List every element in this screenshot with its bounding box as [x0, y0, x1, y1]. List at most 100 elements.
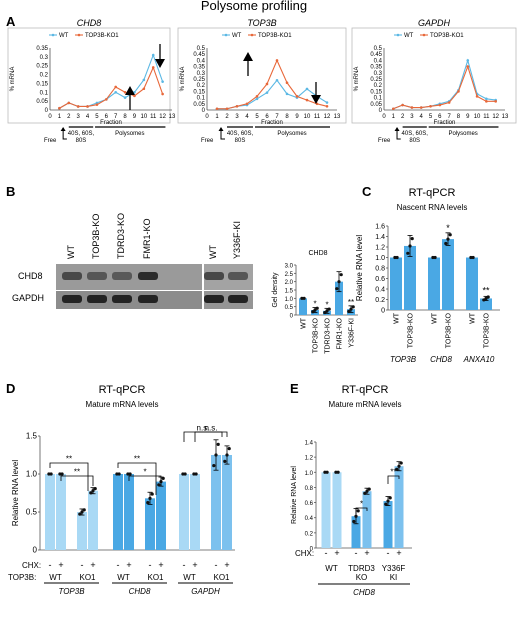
x-tick-label: 8: [457, 114, 461, 120]
lane-label: Y336F-KI: [232, 221, 242, 259]
significance-bracket: [60, 475, 94, 486]
data-point: [142, 87, 146, 91]
replicate-dot: [363, 491, 367, 495]
replicate-dot: [335, 287, 339, 291]
replicate-dot: [115, 472, 119, 476]
x-tick-label: 13: [334, 114, 341, 120]
polysome-label: Polysomes: [277, 131, 306, 137]
replicate-dot: [367, 487, 371, 491]
series-line-ko: [393, 64, 496, 110]
gene-label: CHD8: [430, 355, 452, 364]
gene-label: TOP3B: [390, 355, 417, 364]
panel-c-title: RT-qPCR: [409, 187, 456, 199]
gene-label: ANXA10: [463, 355, 495, 364]
y-tick-label: 1.5: [26, 432, 38, 441]
replicate-dot: [93, 486, 97, 491]
replicate-dot: [194, 472, 198, 476]
y-tick-label: 0.4: [305, 516, 314, 522]
lane-label: TOP3B-KO: [91, 214, 101, 259]
replicate-dot: [150, 492, 154, 496]
western-blot: WT TOP3B-KO TDRD3-KO FMR1-KO WT Y336F-KI CHD8…: [12, 213, 253, 309]
x-tick-label: WT: [470, 312, 477, 324]
lane-label: TDRD3-KO: [116, 213, 126, 259]
group-label-tdrd3: TDRD3: [348, 564, 375, 573]
data-point: [76, 105, 80, 108]
free-label: Free: [201, 138, 214, 144]
blot-row-label-chd8: CHD8: [18, 271, 43, 281]
replicate-dot: [365, 489, 369, 493]
arrow-up-icon: [394, 127, 400, 131]
gene-label: CHD8: [353, 588, 375, 597]
data-point: [86, 105, 89, 108]
arrow-up-icon: [243, 52, 253, 76]
replicate-dot: [347, 309, 351, 314]
x-tick-label: 0: [205, 114, 209, 120]
top3b-label: TOP3B:: [8, 573, 36, 582]
blot-band-gapdh: [204, 295, 224, 303]
x-tick-label: 1: [215, 114, 219, 120]
bar: [466, 257, 478, 310]
bar: [351, 516, 361, 548]
y-tick-label: 0.1: [40, 90, 49, 96]
data-point: [161, 80, 164, 83]
data-point: [151, 53, 155, 57]
y-tick-label: 0.2: [305, 531, 314, 537]
y-tick-label: 0.8: [375, 266, 385, 273]
data-point: [285, 81, 289, 85]
replicate-dot: [444, 241, 448, 246]
chart-title: CHD8: [77, 18, 102, 28]
panel-letter-c: C: [362, 184, 372, 199]
chx-plus: +: [192, 560, 197, 570]
bar: [222, 455, 232, 550]
genotype-ko1: KO1: [147, 573, 164, 582]
replicate-dot: [183, 472, 187, 476]
arrow-down-icon: [311, 82, 321, 104]
data-point: [305, 98, 309, 102]
replicate-dot: [80, 510, 84, 514]
bar: [335, 281, 343, 315]
chx-minus: -: [387, 548, 390, 558]
x-tick-label: 4: [86, 114, 90, 120]
data-point: [305, 87, 309, 91]
y-axis-label: Relative RNA level: [355, 235, 364, 301]
data-point: [419, 106, 423, 109]
replicate-dot: [225, 453, 229, 457]
chx-minus: -: [215, 560, 218, 570]
y-tick-label: 0.15: [193, 89, 205, 95]
replicate-dot: [212, 464, 216, 468]
free-label: Free: [44, 138, 57, 144]
x-tick-label: 9: [466, 114, 470, 120]
replicate-dot: [148, 496, 152, 500]
chx-plus: +: [364, 548, 369, 558]
x-tick-label: 11: [150, 114, 157, 120]
replicate-dot: [58, 472, 62, 476]
free-pointer: [62, 128, 67, 140]
panel-c-subtitle: Nascent RNA levels: [397, 203, 468, 212]
x-tick-label: WT: [394, 312, 401, 324]
x-tick-label: 12: [324, 114, 331, 120]
x-tick-label: TOP3B-KO: [446, 312, 453, 348]
y-axis-label: % mRNA: [180, 67, 186, 92]
significance-label: n.s.: [205, 424, 218, 433]
y-tick-label: 0.3: [40, 55, 49, 61]
replicate-dot: [448, 233, 452, 237]
significance-star: *: [325, 300, 328, 309]
replicate-dot: [356, 509, 360, 513]
figure-title: Polysome profiling: [201, 0, 307, 13]
data-point: [123, 96, 127, 99]
x-tick-label: Y336F-KI: [349, 318, 356, 348]
y-tick-label: 0: [379, 108, 383, 114]
replicate-dot: [227, 447, 231, 451]
genotype-ko1: KO1: [79, 573, 96, 582]
chx-plus: +: [126, 560, 131, 570]
x-tick-label: 13: [169, 114, 176, 120]
bar: [362, 491, 372, 548]
gene-label: CHD8: [129, 587, 151, 596]
y-tick-label: 0.4: [197, 58, 206, 64]
x-tick-label: 4: [245, 114, 249, 120]
bar: [332, 472, 342, 548]
significance-label: **: [134, 455, 140, 464]
replicate-dot: [395, 467, 399, 472]
y-tick-label: 1.2: [305, 456, 314, 462]
